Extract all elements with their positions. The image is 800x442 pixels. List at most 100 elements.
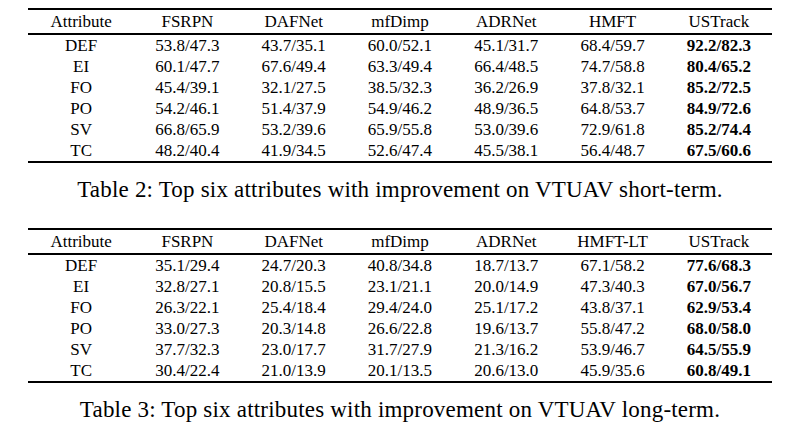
attribute-cell: DEF bbox=[28, 254, 134, 276]
value-cell: 67.5/60.6 bbox=[666, 140, 772, 162]
value-cell: 53.0/39.6 bbox=[453, 119, 559, 140]
value-cell: 45.1/31.7 bbox=[453, 34, 559, 56]
column-header-ustrack: USTrack bbox=[666, 229, 772, 254]
value-cell: 45.5/38.1 bbox=[453, 140, 559, 162]
value-cell: 23.1/21.1 bbox=[347, 276, 453, 297]
value-cell: 67.1/58.2 bbox=[559, 254, 665, 276]
value-cell: 21.3/16.2 bbox=[453, 339, 559, 360]
value-cell: 45.4/39.1 bbox=[134, 77, 240, 98]
column-header-ustrack: USTrack bbox=[666, 9, 772, 34]
results-table: AttributeFSRPNDAFNetmfDimpADRNetHMFT-LTU… bbox=[28, 228, 772, 383]
value-cell: 64.8/53.7 bbox=[559, 98, 665, 119]
value-cell: 37.7/32.3 bbox=[134, 339, 240, 360]
value-cell: 48.2/40.4 bbox=[134, 140, 240, 162]
value-cell: 66.4/48.5 bbox=[453, 56, 559, 77]
header-row: AttributeFSRPNDAFNetmfDimpADRNetHMFT-LTU… bbox=[28, 229, 772, 254]
value-cell: 68.0/58.0 bbox=[666, 318, 772, 339]
value-cell: 53.9/46.7 bbox=[559, 339, 665, 360]
attribute-cell: FO bbox=[28, 77, 134, 98]
attribute-cell: TC bbox=[28, 360, 134, 382]
value-cell: 62.9/53.4 bbox=[666, 297, 772, 318]
value-cell: 72.9/61.8 bbox=[559, 119, 665, 140]
value-cell: 53.2/39.6 bbox=[241, 119, 347, 140]
value-cell: 20.1/13.5 bbox=[347, 360, 453, 382]
value-cell: 74.7/58.8 bbox=[559, 56, 665, 77]
value-cell: 35.1/29.4 bbox=[134, 254, 240, 276]
column-header-dafnet: DAFNet bbox=[241, 229, 347, 254]
value-cell: 23.0/17.7 bbox=[241, 339, 347, 360]
value-cell: 54.9/46.2 bbox=[347, 98, 453, 119]
value-cell: 47.3/40.3 bbox=[559, 276, 665, 297]
value-cell: 26.3/22.1 bbox=[134, 297, 240, 318]
value-cell: 67.0/56.7 bbox=[666, 276, 772, 297]
attribute-cell: SV bbox=[28, 339, 134, 360]
value-cell: 92.2/82.3 bbox=[666, 34, 772, 56]
column-header-dafnet: DAFNet bbox=[241, 9, 347, 34]
value-cell: 20.3/14.8 bbox=[241, 318, 347, 339]
attribute-cell: PO bbox=[28, 318, 134, 339]
column-header-hmft-lt: HMFT-LT bbox=[559, 229, 665, 254]
value-cell: 37.8/32.1 bbox=[559, 77, 665, 98]
value-cell: 25.1/17.2 bbox=[453, 297, 559, 318]
value-cell: 30.4/22.4 bbox=[134, 360, 240, 382]
value-cell: 20.0/14.9 bbox=[453, 276, 559, 297]
column-header-adrnet: ADRNet bbox=[453, 229, 559, 254]
value-cell: 54.2/46.1 bbox=[134, 98, 240, 119]
value-cell: 26.6/22.8 bbox=[347, 318, 453, 339]
value-cell: 67.6/49.4 bbox=[241, 56, 347, 77]
value-cell: 31.7/27.9 bbox=[347, 339, 453, 360]
value-cell: 36.2/26.9 bbox=[453, 77, 559, 98]
value-cell: 68.4/59.7 bbox=[559, 34, 665, 56]
value-cell: 32.1/27.5 bbox=[241, 77, 347, 98]
value-cell: 85.2/74.4 bbox=[666, 119, 772, 140]
table-row: SV37.7/32.323.0/17.731.7/27.921.3/16.253… bbox=[28, 339, 772, 360]
value-cell: 21.0/13.9 bbox=[241, 360, 347, 382]
attribute-cell: EI bbox=[28, 276, 134, 297]
value-cell: 85.2/72.5 bbox=[666, 77, 772, 98]
table-row: EI32.8/27.120.8/15.523.1/21.120.0/14.947… bbox=[28, 276, 772, 297]
table-row: DEF53.8/47.343.7/35.160.0/52.145.1/31.76… bbox=[28, 34, 772, 56]
value-cell: 20.8/15.5 bbox=[241, 276, 347, 297]
value-cell: 25.4/18.4 bbox=[241, 297, 347, 318]
value-cell: 33.0/27.3 bbox=[134, 318, 240, 339]
value-cell: 24.7/20.3 bbox=[241, 254, 347, 276]
results-table: AttributeFSRPNDAFNetmfDimpADRNetHMFTUSTr… bbox=[28, 8, 772, 163]
value-cell: 53.8/47.3 bbox=[134, 34, 240, 56]
attribute-cell: FO bbox=[28, 297, 134, 318]
value-cell: 77.6/68.3 bbox=[666, 254, 772, 276]
value-cell: 29.4/24.0 bbox=[347, 297, 453, 318]
table-row: FO26.3/22.125.4/18.429.4/24.025.1/17.243… bbox=[28, 297, 772, 318]
value-cell: 60.0/52.1 bbox=[347, 34, 453, 56]
table-row: DEF35.1/29.424.7/20.340.8/34.818.7/13.76… bbox=[28, 254, 772, 276]
header-row: AttributeFSRPNDAFNetmfDimpADRNetHMFTUSTr… bbox=[28, 9, 772, 34]
vtuav-short-term-table-container: AttributeFSRPNDAFNetmfDimpADRNetHMFTUSTr… bbox=[0, 8, 800, 163]
value-cell: 32.8/27.1 bbox=[134, 276, 240, 297]
value-cell: 84.9/72.6 bbox=[666, 98, 772, 119]
column-header-mfdimp: mfDimp bbox=[347, 229, 453, 254]
value-cell: 40.8/34.8 bbox=[347, 254, 453, 276]
value-cell: 65.9/55.8 bbox=[347, 119, 453, 140]
value-cell: 60.1/47.7 bbox=[134, 56, 240, 77]
column-header-fsrpn: FSRPN bbox=[134, 9, 240, 34]
attribute-cell: DEF bbox=[28, 34, 134, 56]
table-row: PO33.0/27.320.3/14.826.6/22.819.6/13.755… bbox=[28, 318, 772, 339]
value-cell: 80.4/65.2 bbox=[666, 56, 772, 77]
table-row: FO45.4/39.132.1/27.538.5/32.336.2/26.937… bbox=[28, 77, 772, 98]
value-cell: 48.9/36.5 bbox=[453, 98, 559, 119]
attribute-cell: EI bbox=[28, 56, 134, 77]
column-header-mfdimp: mfDimp bbox=[347, 9, 453, 34]
value-cell: 45.9/35.6 bbox=[559, 360, 665, 382]
paper-page: AttributeFSRPNDAFNetmfDimpADRNetHMFTUSTr… bbox=[0, 0, 800, 423]
attribute-cell: TC bbox=[28, 140, 134, 162]
table-row: SV66.8/65.953.2/39.665.9/55.853.0/39.672… bbox=[28, 119, 772, 140]
table-row: PO54.2/46.151.4/37.954.9/46.248.9/36.564… bbox=[28, 98, 772, 119]
value-cell: 19.6/13.7 bbox=[453, 318, 559, 339]
column-header-attribute: Attribute bbox=[28, 9, 134, 34]
value-cell: 60.8/49.1 bbox=[666, 360, 772, 382]
value-cell: 43.8/37.1 bbox=[559, 297, 665, 318]
value-cell: 63.3/49.4 bbox=[347, 56, 453, 77]
table-row: TC48.2/40.441.9/34.552.6/47.445.5/38.156… bbox=[28, 140, 772, 162]
attribute-cell: SV bbox=[28, 119, 134, 140]
column-header-attribute: Attribute bbox=[28, 229, 134, 254]
value-cell: 51.4/37.9 bbox=[241, 98, 347, 119]
